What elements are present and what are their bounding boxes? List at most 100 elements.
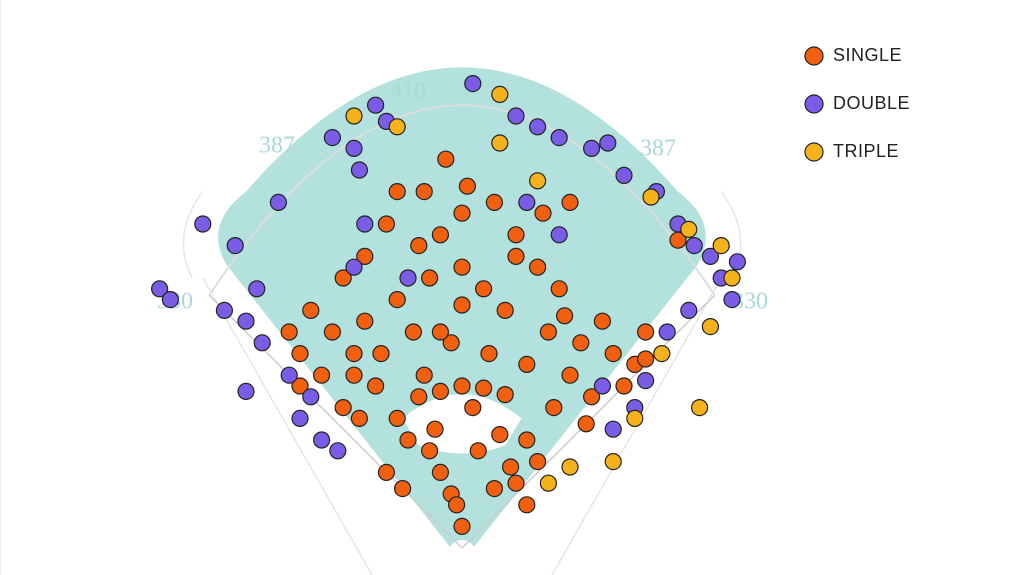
hit-point [431, 226, 449, 244]
hit-point [431, 323, 449, 341]
hit-point [582, 139, 601, 157]
hit-point [269, 193, 287, 211]
hit-point [194, 215, 212, 233]
hit-point [491, 426, 509, 444]
hit-point [356, 312, 374, 330]
hit-point [453, 296, 471, 314]
hit-point [388, 118, 406, 136]
hit-point [485, 480, 503, 498]
hit-point [345, 345, 363, 363]
hit-point [151, 280, 169, 298]
hit-point [534, 204, 552, 222]
hit-point [561, 193, 579, 211]
hit-point [237, 312, 255, 330]
hit-point [593, 377, 612, 395]
hit-point [356, 247, 374, 265]
hit-point [280, 323, 298, 341]
legend-swatch [804, 94, 824, 114]
hit-point [728, 253, 747, 271]
hit-point [491, 134, 509, 152]
hit-point [599, 134, 617, 152]
hit-point [302, 301, 320, 319]
hit-point [377, 463, 395, 481]
hit-point [453, 377, 471, 395]
hit-point [615, 166, 633, 184]
hit-point [302, 388, 320, 406]
hit-point [680, 301, 698, 319]
warning-track [182, 191, 742, 575]
hit-point [437, 150, 455, 168]
hit-point [507, 474, 525, 492]
hit-point [502, 458, 520, 476]
hit-point [226, 237, 244, 255]
hit-point [636, 372, 655, 390]
legend-swatch [804, 142, 824, 162]
hit-point [528, 453, 547, 471]
hit-point [291, 345, 309, 363]
hit-point [539, 323, 558, 341]
hit-point [604, 345, 622, 363]
hit-point [313, 431, 331, 449]
hit-point [442, 334, 460, 352]
hit-point [388, 409, 406, 427]
hit-point [453, 204, 471, 222]
hit-point [518, 431, 536, 449]
hit-point [388, 183, 406, 201]
distance-label: 387 [259, 133, 295, 159]
hit-point [367, 377, 385, 395]
hit-point [545, 399, 563, 417]
hit-point [626, 409, 644, 427]
hit-point [291, 377, 309, 395]
hit-point [528, 172, 547, 190]
hit-point [507, 226, 525, 244]
hit-point [350, 409, 368, 427]
hit-point [404, 323, 422, 341]
hit-point [615, 377, 633, 395]
hit-point [248, 280, 266, 298]
hit-point [329, 442, 347, 460]
hit-point [377, 215, 395, 233]
hit-point [680, 220, 698, 238]
hit-point [577, 415, 595, 433]
hit-point [658, 323, 676, 341]
hit-point [701, 318, 720, 336]
hit-point [394, 480, 412, 498]
outfield-grass [218, 67, 706, 563]
hit-point [582, 388, 601, 406]
hit-point [291, 409, 309, 427]
hit-point [453, 517, 471, 536]
hit-point [372, 345, 390, 363]
hit-point [421, 269, 439, 287]
hit-point [572, 334, 590, 352]
hit-point [313, 366, 331, 384]
hit-point [491, 85, 509, 104]
hit-point [464, 74, 482, 93]
infield-dirt [402, 394, 522, 454]
hit-point [323, 323, 341, 341]
hit-point [518, 496, 536, 514]
hit-point [334, 269, 352, 287]
hit-point [604, 420, 622, 438]
hit-point [431, 463, 449, 481]
hit-point [415, 366, 433, 384]
hit-point [323, 129, 341, 147]
hit-point [507, 107, 525, 125]
hit-point [350, 161, 368, 179]
hit-point [550, 280, 568, 298]
hit-point [399, 431, 417, 449]
hit-point [410, 388, 428, 406]
distance-label: 410 [390, 79, 426, 105]
legend: SINGLE DOUBLE TRIPLE [804, 45, 910, 162]
hit-point [345, 366, 363, 384]
hit-point [280, 366, 298, 384]
hit-point [410, 237, 428, 255]
hit-point [550, 129, 568, 147]
home-plate-area [448, 540, 476, 568]
hit-point [723, 269, 741, 287]
hit-point [448, 496, 466, 514]
hit-point [642, 188, 660, 206]
hit-point [215, 301, 233, 319]
hit-point [464, 399, 482, 417]
hit-point [426, 420, 444, 438]
hit-point [388, 291, 406, 309]
